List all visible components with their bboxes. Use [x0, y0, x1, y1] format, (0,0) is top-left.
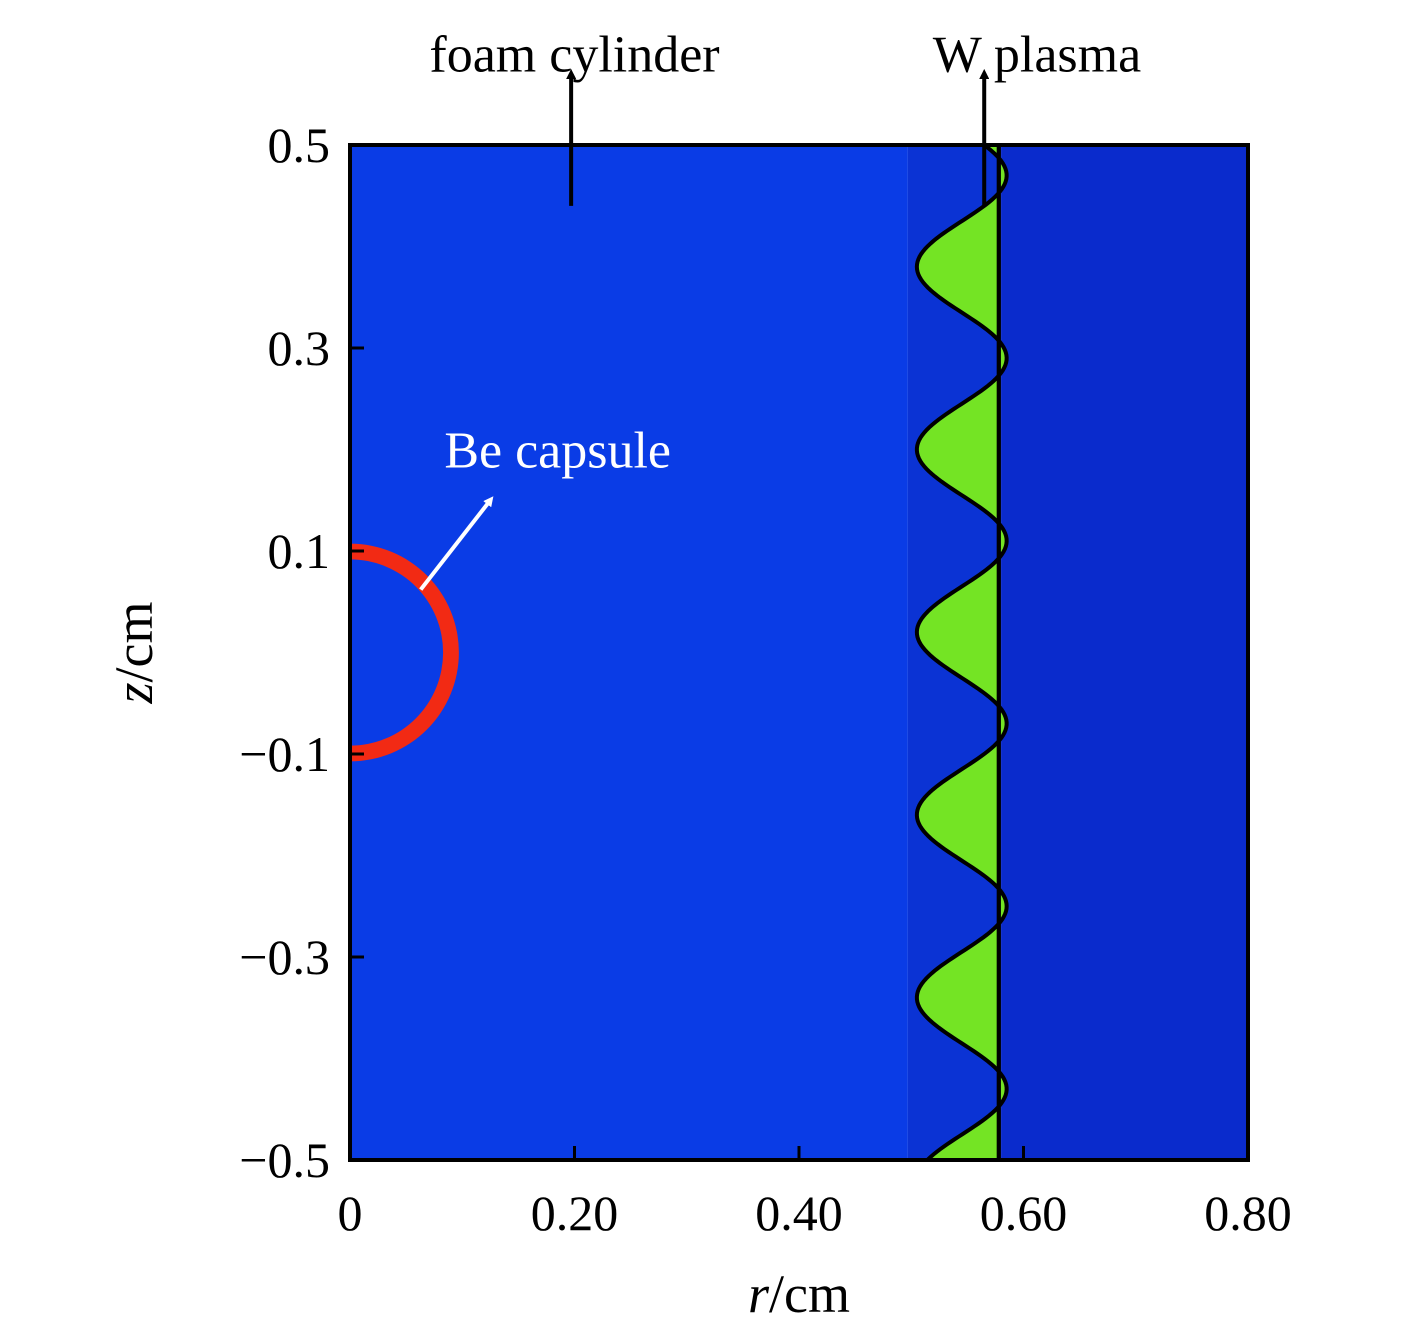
y-tick-label: 0.5 [268, 117, 331, 173]
x-tick-label: 0.60 [980, 1185, 1068, 1241]
x-tick-label: 0 [338, 1185, 363, 1241]
plot-area [350, 145, 1248, 1160]
x-tick-label: 0.40 [755, 1185, 843, 1241]
x-tick-label: 0.20 [531, 1185, 619, 1241]
be-capsule-shell [350, 543, 459, 762]
y-tick-label: −0.5 [239, 1132, 330, 1188]
x-tick-label: 0.80 [1204, 1185, 1292, 1241]
y-axis-var: z [104, 682, 164, 704]
x-axis: 0 0.20 0.40 0.60 0.80 [338, 1146, 1292, 1241]
y-axis-unit: /cm [104, 602, 164, 683]
region-foam [350, 145, 908, 1160]
y-tick-label: −0.1 [239, 726, 330, 782]
annotations: foam cylinder W plasma Be capsule [419, 27, 1141, 591]
annotation-label: foam cylinder [429, 27, 719, 84]
y-tick-label: 0.3 [268, 320, 331, 376]
y-axis: 0.5 0.3 0.1 −0.1 −0.3 −0.5 [239, 117, 364, 1188]
y-tick-label: −0.3 [239, 929, 330, 985]
y-axis-label: z/cm [104, 602, 164, 705]
w-plasma-layer [914, 145, 1009, 1160]
y-tick-label: 0.1 [268, 523, 331, 579]
x-axis-var: r [748, 1264, 770, 1324]
x-axis-label: r/cm [748, 1264, 850, 1324]
region-outer-region [1001, 145, 1248, 1160]
annotation-arrow [419, 496, 494, 591]
annotation-label: W plasma [933, 27, 1141, 84]
annotation-label: Be capsule [444, 423, 671, 480]
region-layer [350, 145, 1248, 1160]
x-axis-unit: /cm [769, 1264, 850, 1324]
